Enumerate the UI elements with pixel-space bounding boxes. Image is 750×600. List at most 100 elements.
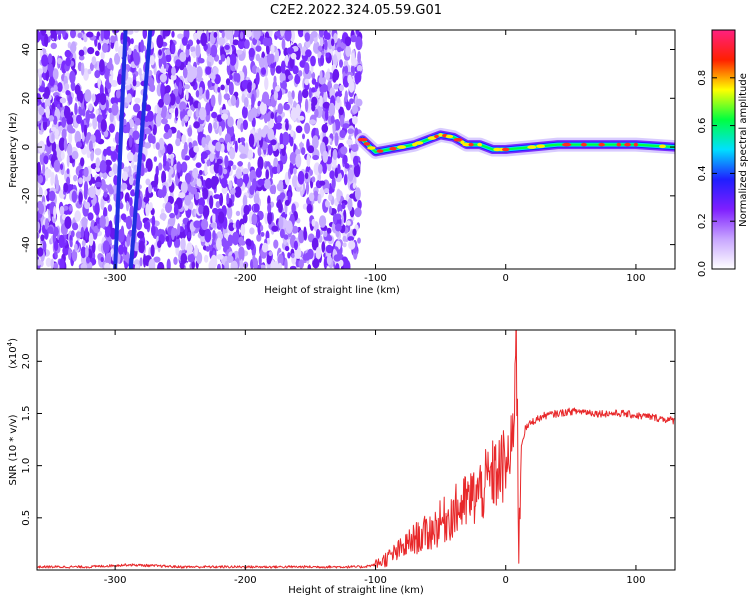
noise-blob bbox=[311, 237, 319, 251]
spectrogram-panel: -300 -200 -100 0 100 40 20 0 -20 -40 Height of st… bbox=[8, 29, 676, 296]
noise-blob bbox=[94, 166, 101, 172]
noise-blob bbox=[38, 86, 46, 93]
noise-blob bbox=[94, 202, 100, 216]
noise-blob bbox=[83, 166, 89, 178]
noise-blob bbox=[163, 93, 171, 106]
noise-blob bbox=[299, 142, 304, 148]
noise-blob bbox=[325, 52, 330, 58]
noise-blob bbox=[261, 67, 266, 75]
x-tick-label: -300 bbox=[104, 273, 127, 284]
noise-blob bbox=[70, 30, 76, 39]
noise-blob bbox=[268, 251, 273, 257]
noise-blob bbox=[221, 237, 228, 248]
noise-blob bbox=[108, 75, 113, 84]
noise-blob bbox=[265, 115, 271, 122]
noise-blob bbox=[294, 73, 301, 85]
noise-blob bbox=[204, 228, 212, 243]
snr-line bbox=[37, 330, 675, 569]
noise-blob bbox=[61, 30, 66, 38]
noise-blob bbox=[324, 39, 328, 51]
noise-blob bbox=[270, 112, 275, 120]
noise-blob bbox=[163, 152, 167, 167]
noise-blob bbox=[187, 231, 191, 239]
noise-blob bbox=[148, 258, 156, 269]
noise-blob bbox=[155, 142, 160, 150]
noise-blob bbox=[143, 128, 152, 135]
noise-blob bbox=[186, 242, 194, 255]
noise-blob bbox=[315, 228, 321, 239]
noise-blob bbox=[242, 213, 248, 224]
noise-blob bbox=[339, 59, 343, 68]
noise-blob bbox=[311, 176, 316, 183]
noise-blob bbox=[128, 135, 133, 148]
noise-blob bbox=[292, 65, 299, 75]
noise-blob bbox=[100, 51, 105, 60]
noise-blob bbox=[289, 136, 294, 147]
noise-blob bbox=[326, 201, 331, 208]
noise-blob bbox=[140, 39, 145, 53]
noise-blob bbox=[113, 175, 118, 186]
noise-blob bbox=[217, 263, 221, 269]
noise-blob bbox=[230, 260, 238, 269]
noise-blob bbox=[238, 55, 244, 61]
noise-blob bbox=[133, 52, 141, 66]
noise-blob bbox=[40, 234, 45, 242]
noise-blob bbox=[257, 221, 262, 236]
noise-blob bbox=[230, 147, 234, 154]
noise-blob bbox=[165, 202, 172, 214]
noise-blob bbox=[194, 244, 198, 257]
signal-peak bbox=[453, 138, 463, 142]
noise-blob bbox=[42, 163, 46, 176]
noise-blob bbox=[236, 49, 243, 55]
noise-blob bbox=[80, 246, 87, 259]
noise-blob bbox=[260, 224, 264, 232]
colorbar: 0.0 0.2 0.4 0.6 0.8 Normalized spectral ampl… bbox=[697, 29, 749, 277]
noise-blob bbox=[228, 180, 232, 191]
noise-blob bbox=[65, 57, 72, 67]
noise-blob bbox=[351, 104, 359, 114]
noise-blob bbox=[183, 141, 188, 155]
noise-blob bbox=[334, 213, 342, 220]
noise-blob bbox=[91, 56, 97, 66]
noise-blob bbox=[62, 213, 67, 221]
noise-blob bbox=[275, 122, 283, 130]
noise-blob bbox=[324, 109, 329, 121]
noise-blob bbox=[317, 45, 323, 51]
noise-blob bbox=[248, 133, 255, 148]
noise-blob bbox=[190, 46, 196, 53]
noise-blob bbox=[310, 31, 318, 38]
noise-blob bbox=[48, 115, 55, 122]
noise-blob bbox=[326, 227, 332, 234]
noise-blob bbox=[53, 262, 59, 269]
noise-blob bbox=[53, 84, 58, 92]
noise-blob bbox=[158, 137, 165, 151]
noise-blob bbox=[258, 255, 262, 266]
noise-blob bbox=[287, 91, 292, 99]
noise-blob bbox=[108, 107, 113, 114]
noise-blob bbox=[284, 245, 290, 252]
noise-blob bbox=[340, 146, 348, 155]
noise-blob bbox=[94, 148, 102, 156]
noise-blob bbox=[78, 49, 85, 57]
noise-blob bbox=[158, 56, 163, 69]
noise-blob bbox=[88, 140, 93, 152]
noise-blob bbox=[70, 43, 77, 53]
spectrogram-content bbox=[37, 30, 675, 269]
noise-blob bbox=[94, 70, 101, 79]
noise-blob bbox=[229, 74, 233, 81]
noise-blob bbox=[132, 130, 140, 140]
noise-blob bbox=[46, 62, 53, 71]
noise-blob bbox=[239, 137, 246, 143]
noise-blob bbox=[245, 30, 252, 38]
noise-blob bbox=[209, 195, 214, 209]
noise-blob bbox=[66, 115, 74, 126]
noise-blob bbox=[159, 212, 167, 221]
noise-blob bbox=[41, 54, 49, 67]
noise-blob bbox=[244, 39, 250, 49]
noise-blob bbox=[255, 167, 262, 178]
noise-blob bbox=[58, 234, 65, 248]
snr-x-axis-label: Height of straight line (km) bbox=[288, 585, 424, 596]
noise-blob bbox=[136, 231, 145, 239]
y-tick-label: 0.5 bbox=[21, 510, 32, 526]
noise-blob bbox=[161, 118, 168, 125]
